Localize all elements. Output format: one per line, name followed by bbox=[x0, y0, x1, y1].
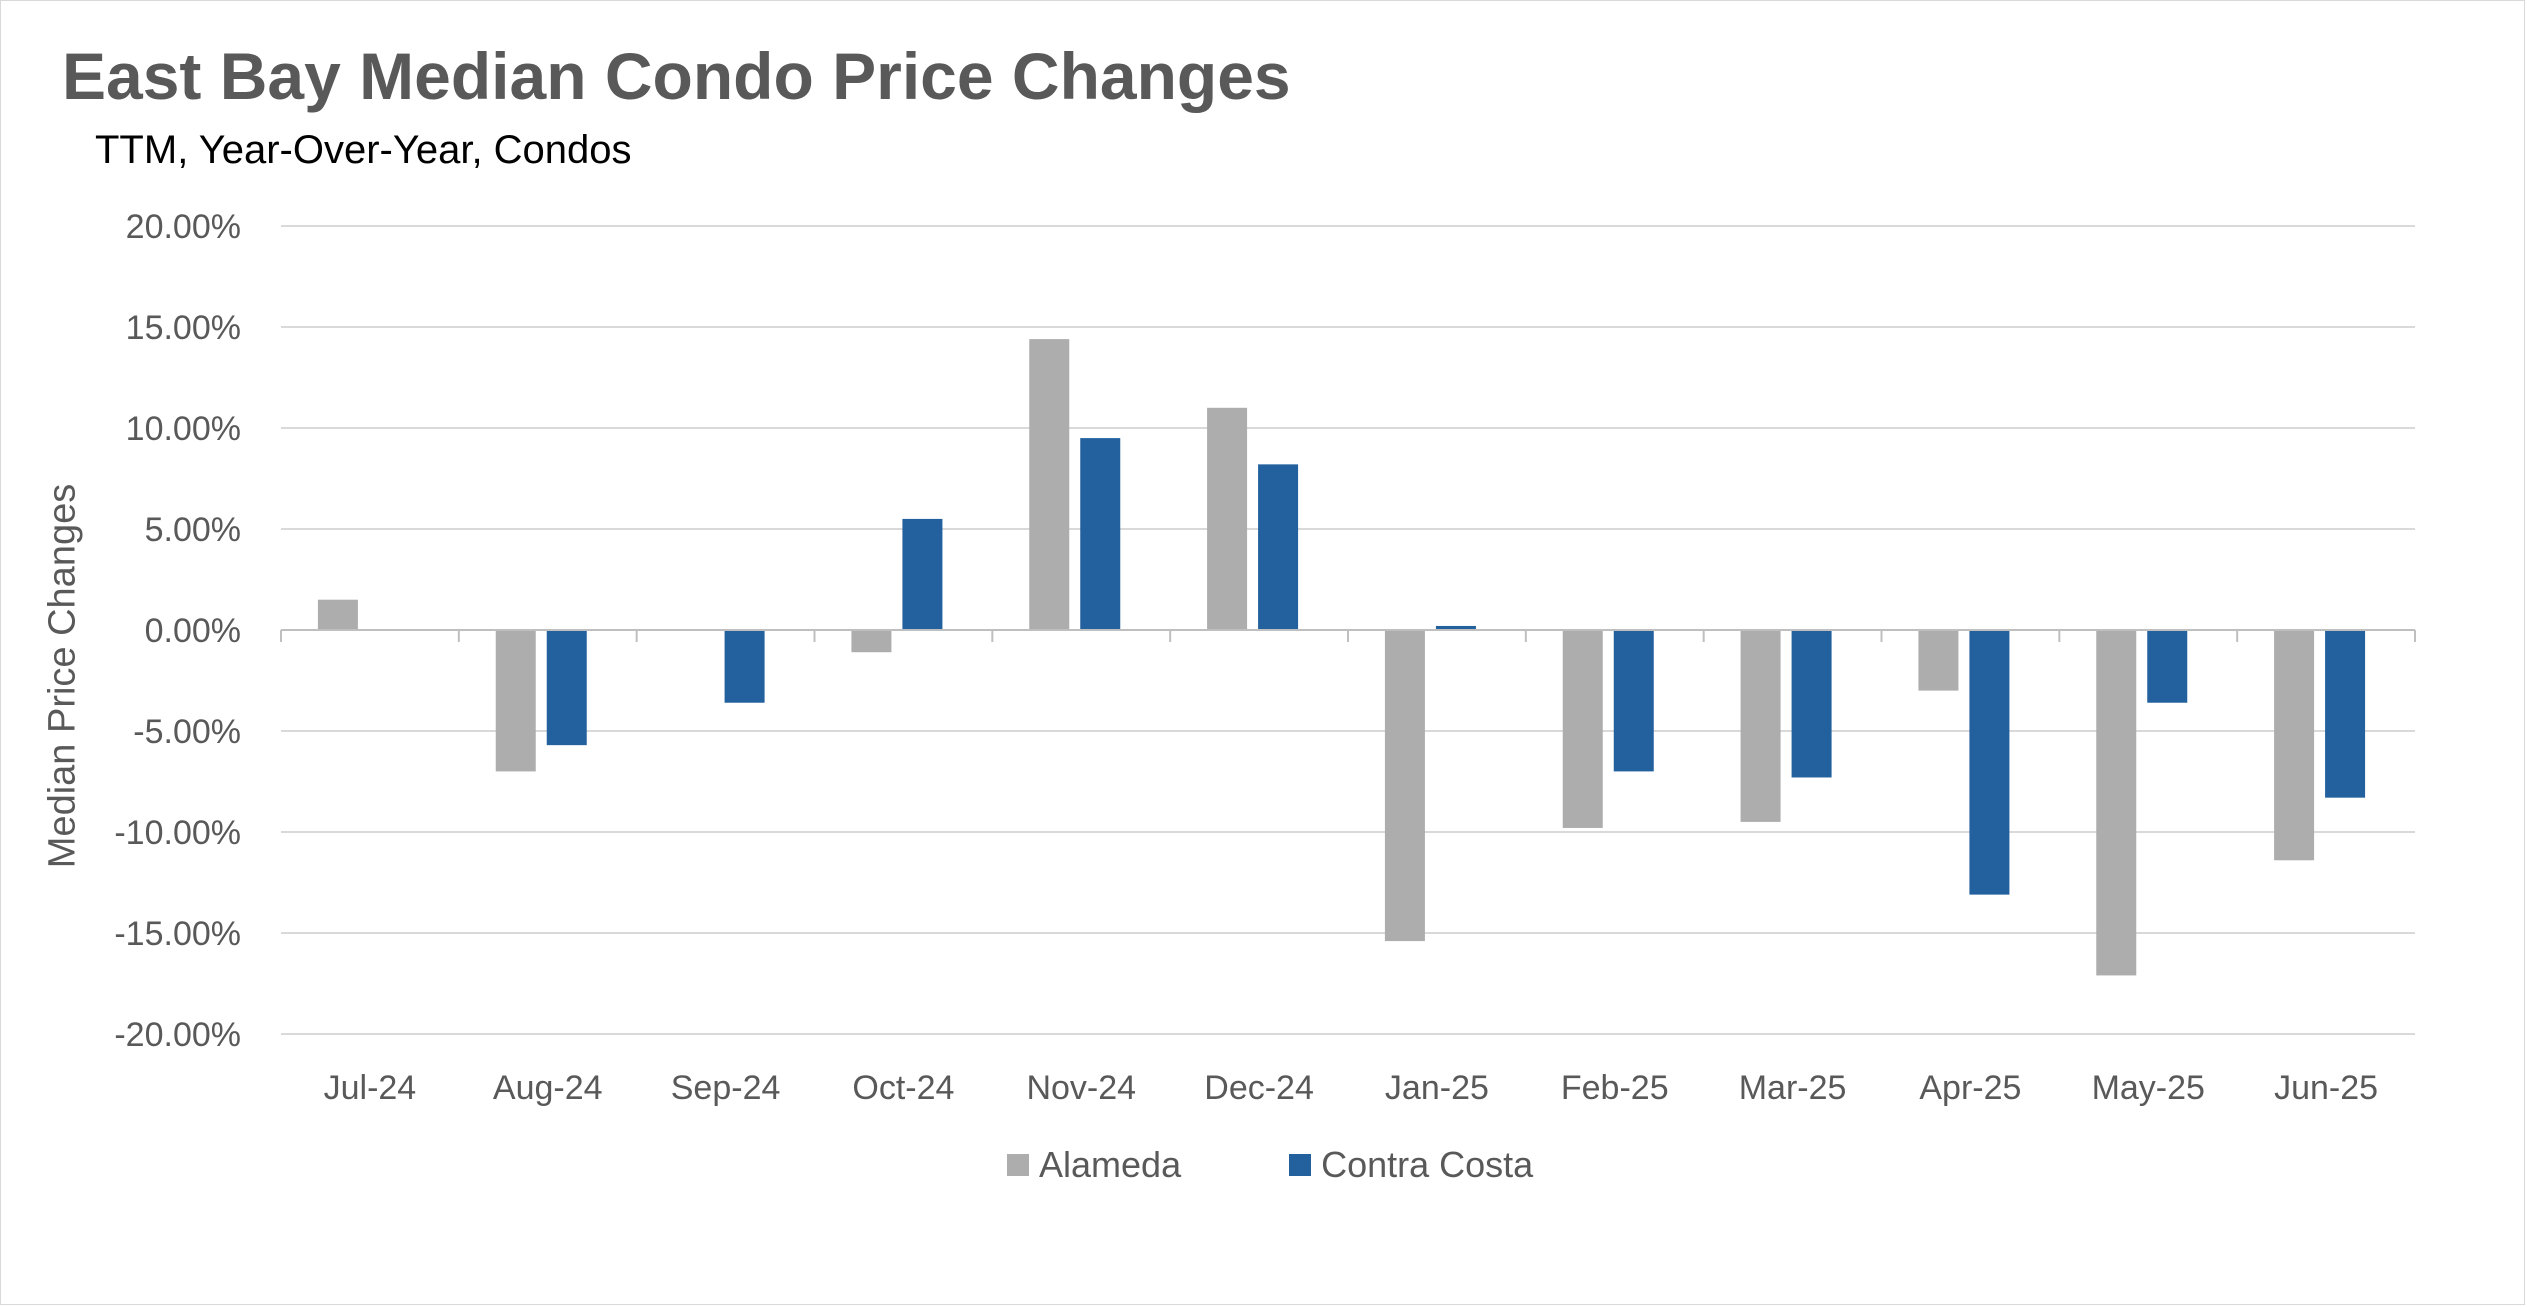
bar-alameda-feb-25[interactable] bbox=[1562, 630, 1603, 828]
legend-label-alameda: Alameda bbox=[1039, 1144, 1182, 1185]
y-tick-label: 0.00% bbox=[145, 612, 241, 650]
y-tick-label: 15.00% bbox=[126, 309, 241, 347]
chart-subtitle: TTM, Year-Over-Year, Condos bbox=[95, 128, 632, 172]
x-tick-label: Jan-25 bbox=[1385, 1069, 1489, 1107]
bar-alameda-apr-25[interactable] bbox=[1918, 630, 1959, 691]
legend-swatch-alameda bbox=[1007, 1154, 1029, 1176]
legend-swatch-contra-costa bbox=[1289, 1154, 1312, 1176]
y-tick-label: -15.00% bbox=[114, 915, 241, 953]
x-tick-label: Jun-25 bbox=[2274, 1069, 2378, 1107]
x-tick-label: Mar-25 bbox=[1739, 1069, 1847, 1107]
x-tick-label: Dec-24 bbox=[1204, 1069, 1314, 1107]
bar-contra-costa-mar-25[interactable] bbox=[1791, 630, 1832, 778]
gridlines bbox=[281, 225, 2415, 1035]
bar-contra-costa-nov-24[interactable] bbox=[1080, 438, 1121, 630]
x-tick-label: Sep-24 bbox=[671, 1069, 781, 1107]
legend-item-contra-costa[interactable]: Contra Costa bbox=[1289, 1144, 1533, 1186]
bar-contra-costa-may-25[interactable] bbox=[2147, 630, 2188, 703]
bar-alameda-dec-24[interactable] bbox=[1207, 407, 1248, 630]
y-tick-label: 5.00% bbox=[145, 511, 241, 549]
x-tick-label: Jul-24 bbox=[324, 1069, 417, 1107]
bars bbox=[317, 339, 2366, 976]
bar-alameda-may-25[interactable] bbox=[2096, 630, 2137, 976]
bar-contra-costa-jun-25[interactable] bbox=[2325, 630, 2366, 798]
bar-contra-costa-oct-24[interactable] bbox=[902, 518, 943, 630]
x-tick-label: Aug-24 bbox=[493, 1069, 603, 1107]
x-tick-label: Apr-25 bbox=[1919, 1069, 2021, 1107]
bar-alameda-jul-24[interactable] bbox=[317, 599, 358, 630]
legend-item-alameda[interactable]: Alameda bbox=[1007, 1144, 1181, 1186]
y-tick-label: 10.00% bbox=[126, 410, 241, 448]
legend: Alameda Contra Costa bbox=[1007, 1143, 1533, 1187]
bar-contra-costa-jan-25[interactable] bbox=[1435, 625, 1476, 630]
y-tick-labels: 20.00% 15.00% 10.00% 5.00% 0.00% -5.00% -10.00… bbox=[114, 208, 241, 1054]
y-tick-label: -5.00% bbox=[133, 713, 241, 751]
bar-contra-costa-dec-24[interactable] bbox=[1258, 464, 1299, 630]
chart-title: East Bay Median Condo Price Changes bbox=[62, 39, 1291, 113]
x-tick-label: Nov-24 bbox=[1026, 1069, 1136, 1107]
x-tick-label: Feb-25 bbox=[1561, 1069, 1669, 1107]
bar-alameda-jun-25[interactable] bbox=[2274, 630, 2315, 861]
bar-contra-costa-sep-24[interactable] bbox=[724, 630, 765, 703]
bar-contra-costa-feb-25[interactable] bbox=[1613, 630, 1654, 772]
bar-alameda-aug-24[interactable] bbox=[495, 630, 536, 772]
bar-alameda-nov-24[interactable] bbox=[1029, 339, 1070, 630]
bar-alameda-oct-24[interactable] bbox=[851, 630, 892, 653]
y-tick-label: -20.00% bbox=[114, 1016, 241, 1054]
x-tick-label: Oct-24 bbox=[852, 1069, 954, 1107]
x-axis bbox=[280, 629, 2416, 642]
x-tick-labels: Jul-24 Aug-24 Sep-24 Oct-24 Nov-24 Dec-24 Jan-… bbox=[324, 1069, 2378, 1107]
x-tick-label: May-25 bbox=[2092, 1069, 2205, 1107]
bar-alameda-jan-25[interactable] bbox=[1384, 630, 1425, 942]
bar-contra-costa-apr-25[interactable] bbox=[1969, 630, 2010, 895]
bar-contra-costa-aug-24[interactable] bbox=[546, 630, 587, 746]
legend-label-contra-costa: Contra Costa bbox=[1321, 1144, 1534, 1185]
bar-alameda-mar-25[interactable] bbox=[1740, 630, 1781, 822]
y-tick-label: -10.00% bbox=[114, 814, 241, 852]
y-tick-label: 20.00% bbox=[126, 208, 241, 246]
